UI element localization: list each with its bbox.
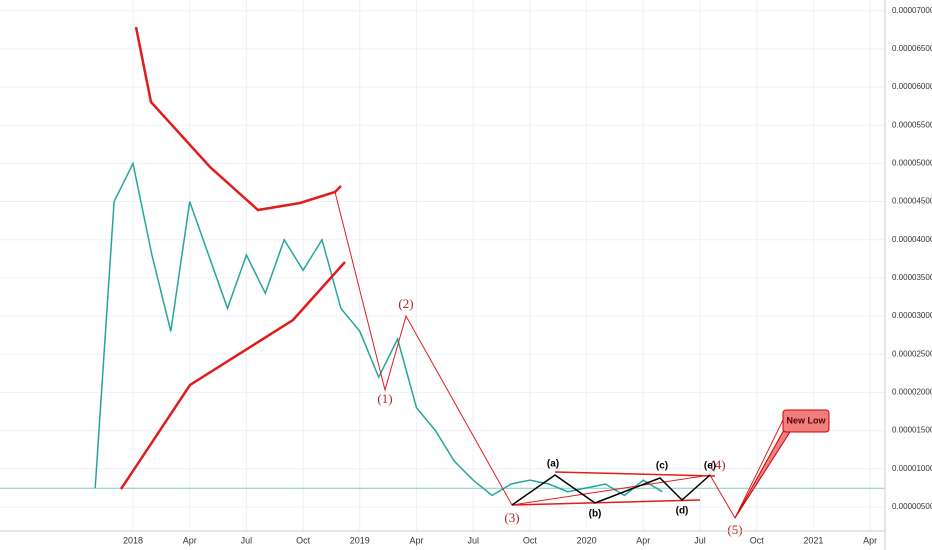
y-tick-label: 0.00004000 <box>892 235 932 244</box>
x-tick-label: Apr <box>636 535 650 545</box>
y-tick-label: 0.00005500 <box>892 120 932 129</box>
x-tick-label: 2018 <box>123 535 143 545</box>
wave-label: (1) <box>377 391 392 406</box>
wave-label: (2) <box>398 296 413 311</box>
x-tick-label: Jul <box>467 535 479 545</box>
x-tick-label: Oct <box>750 535 765 545</box>
y-tick-label: 0.00006000 <box>892 82 932 91</box>
x-tick-label: 2020 <box>577 535 597 545</box>
wave-label: (5) <box>727 522 742 537</box>
abcde-path <box>511 474 711 506</box>
price-line <box>94 161 663 497</box>
new-low-box <box>782 409 830 433</box>
channel-bottom <box>511 499 701 506</box>
y-tick-label: 0.00005000 <box>892 158 932 167</box>
y-tick-label: 0.00003500 <box>892 273 932 282</box>
wave-label: (3) <box>504 510 519 525</box>
x-tick-label: 2021 <box>803 535 823 545</box>
axes: 0.00000500 0.00001000 0.00001500 0.00002000… <box>123 6 932 546</box>
drawings <box>119 26 830 520</box>
annotations: (1) (2) (3) (4) (5) (a) (b) (c) (d) (e) … <box>377 296 826 537</box>
y-tick-label: 0.00006500 <box>892 44 932 53</box>
new-low-pointer <box>734 427 791 519</box>
y-tick-label: 0.00007000 <box>892 6 932 15</box>
triangle-lower <box>119 261 346 490</box>
grid <box>0 0 885 531</box>
x-tick-label: Apr <box>183 535 197 545</box>
x-tick-label: Apr <box>863 535 877 545</box>
new-low-label: New Low <box>786 415 826 425</box>
sub-wave-label: (c) <box>656 461 668 472</box>
x-tick-label: Jul <box>694 535 706 545</box>
sub-wave-label: (a) <box>547 459 559 470</box>
y-tick-label: 0.00001500 <box>892 426 932 435</box>
y-tick-label: 0.00000500 <box>892 502 932 511</box>
x-tick-label: Jul <box>241 535 253 545</box>
wave-label: (4) <box>710 457 725 472</box>
y-tick-label: 0.00003000 <box>892 311 932 320</box>
sub-wave-label: (b) <box>589 509 602 520</box>
sub-wave-label: (e) <box>704 461 716 472</box>
triangle-upper <box>134 26 342 212</box>
y-tick-label: 0.00002500 <box>892 349 932 358</box>
sub-wave-label: (d) <box>676 506 689 517</box>
channel-top <box>554 471 716 477</box>
plot <box>0 161 885 497</box>
y-tick-label: 0.00004500 <box>892 197 932 206</box>
x-tick-label: Oct <box>296 535 311 545</box>
x-tick-label: Oct <box>523 535 538 545</box>
y-tick-label: 0.00002000 <box>892 388 932 397</box>
x-tick-label: Apr <box>409 535 423 545</box>
x-tick-label: 2019 <box>350 535 370 545</box>
y-tick-label: 0.00001000 <box>892 464 932 473</box>
